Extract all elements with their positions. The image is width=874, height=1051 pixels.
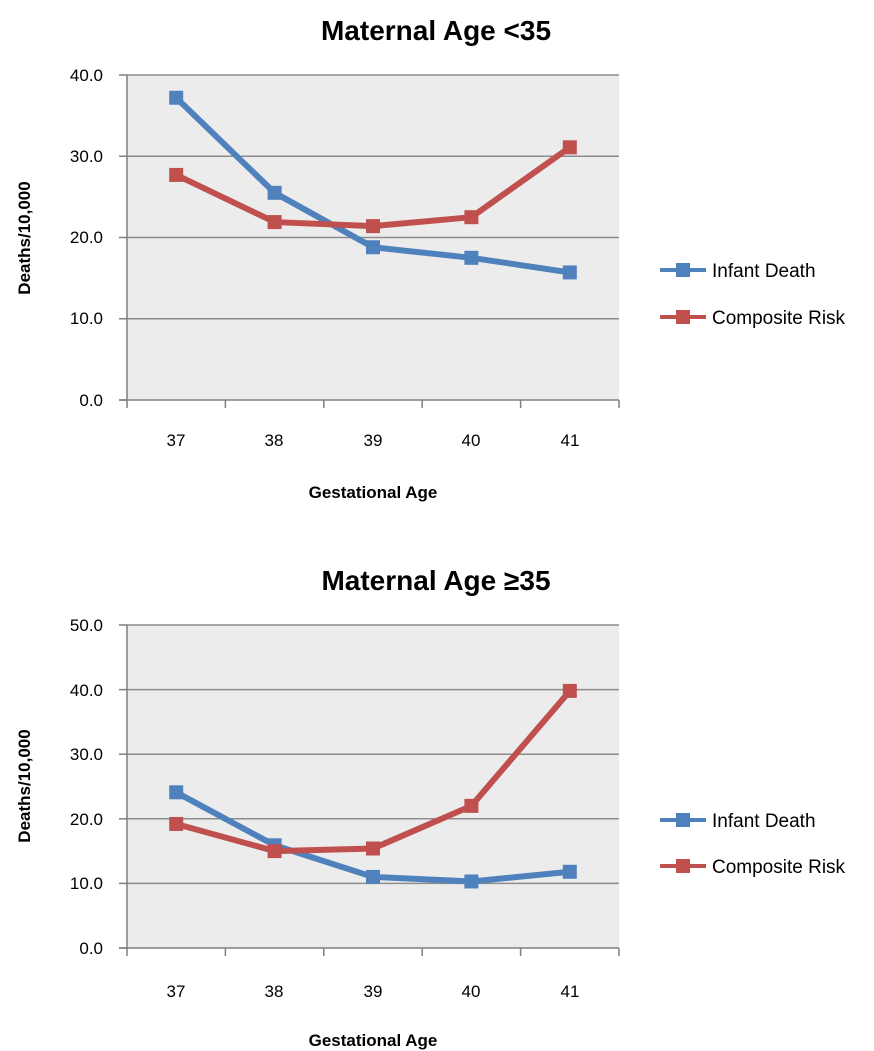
x-tick-label: 39 <box>364 431 383 450</box>
x-tick-label: 40 <box>462 431 481 450</box>
y-tick-label: 0.0 <box>79 939 103 958</box>
x-tick-label: 38 <box>265 431 284 450</box>
x-tick-label: 41 <box>561 431 580 450</box>
y-tick-label: 10.0 <box>70 309 103 328</box>
data-point-marker <box>464 210 479 225</box>
legend-label: Composite Risk <box>712 308 846 329</box>
legend-swatch-marker <box>676 263 690 277</box>
x-tick-label: 38 <box>265 982 284 1001</box>
data-point-marker <box>464 874 479 889</box>
x-tick-label: 41 <box>561 982 580 1001</box>
legend-label: Infant Death <box>712 811 816 832</box>
x-axis-title: Gestational Age <box>309 483 438 502</box>
data-point-marker <box>464 798 479 813</box>
data-point-marker <box>562 265 577 280</box>
chart-title: Maternal Age ≥35 <box>321 565 550 596</box>
data-point-marker <box>366 219 380 234</box>
data-point-marker <box>366 841 380 856</box>
data-point-marker <box>169 167 184 182</box>
legend-label: Composite Risk <box>712 857 846 878</box>
y-tick-label: 50.0 <box>70 616 103 635</box>
gridlines <box>119 74 619 401</box>
data-point-marker <box>562 864 577 879</box>
legend-label: Infant Death <box>712 261 816 282</box>
data-point-marker <box>267 844 282 859</box>
chart-maternal-age-under-35: Maternal Age <35 0.0 10.0 20.0 30.0 40.0… <box>15 15 846 502</box>
x-tick-label: 39 <box>364 982 383 1001</box>
plot-area <box>127 625 619 948</box>
series-layer <box>169 683 577 889</box>
y-tick-label: 20.0 <box>70 810 103 829</box>
data-point-marker <box>169 816 184 831</box>
y-tick-label: 40.0 <box>70 66 103 85</box>
x-axis-title: Gestational Age <box>309 1031 438 1050</box>
data-point-marker <box>464 250 479 265</box>
data-point-marker <box>169 785 184 800</box>
y-axis-title: Deaths/10,000 <box>15 729 34 842</box>
y-axis-title: Deaths/10,000 <box>15 181 34 294</box>
x-tick-label: 37 <box>167 431 186 450</box>
y-tick-label: 30.0 <box>70 745 103 764</box>
x-tick-marks <box>126 400 620 408</box>
y-tick-label: 40.0 <box>70 681 103 700</box>
legend: Infant Death Composite Risk <box>660 261 846 329</box>
y-tick-label: 30.0 <box>70 147 103 166</box>
legend-swatch-marker <box>676 813 690 827</box>
x-tick-marks <box>126 948 620 956</box>
x-tick-label: 37 <box>167 982 186 1001</box>
data-point-marker <box>169 90 184 105</box>
series-layer <box>169 90 577 280</box>
data-point-marker <box>562 683 577 698</box>
data-point-marker <box>562 140 577 155</box>
x-tick-label: 40 <box>462 982 481 1001</box>
y-tick-label: 10.0 <box>70 874 103 893</box>
data-point-marker <box>267 185 282 200</box>
data-point-marker <box>366 240 380 255</box>
y-tick-label: 0.0 <box>79 391 103 410</box>
chart-title: Maternal Age <35 <box>321 15 551 46</box>
y-tick-label: 20.0 <box>70 228 103 247</box>
legend-swatch-marker <box>676 859 690 873</box>
legend-swatch-marker <box>676 310 690 324</box>
data-point-marker <box>366 869 380 884</box>
chart-maternal-age-35-plus: Maternal Age ≥35 0.0 10.0 20.0 30.0 40.0… <box>15 565 846 1050</box>
data-point-marker <box>267 215 282 230</box>
legend: Infant Death Composite Risk <box>660 811 846 878</box>
